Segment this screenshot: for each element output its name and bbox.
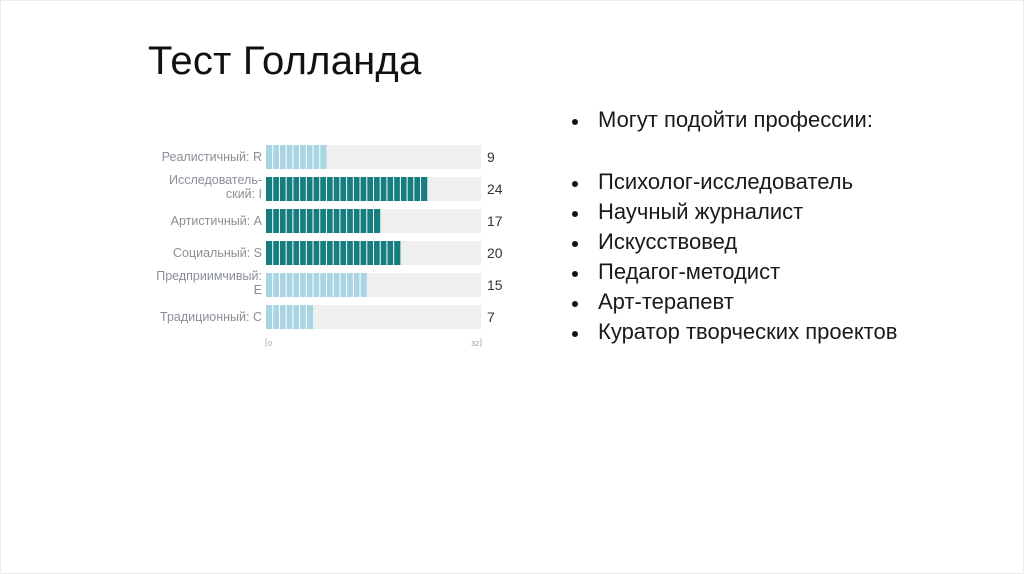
- bar: [266, 145, 327, 169]
- category-label: Артистичный: A: [171, 214, 263, 228]
- bar: [266, 209, 381, 233]
- value-label: 20: [487, 245, 503, 261]
- list-item: Педагог-методист: [567, 257, 897, 287]
- list-lead: Могут подойти профессии:: [567, 105, 897, 135]
- professions-list: Могут подойти профессии: Психолог-исслед…: [567, 105, 897, 347]
- category-label: Исследователь-ский: I: [169, 173, 262, 201]
- tick-label: 0: [268, 341, 272, 348]
- category-label: Традиционный: C: [160, 310, 262, 324]
- value-label: 17: [487, 213, 503, 229]
- tick-label: 32: [471, 341, 479, 348]
- bar: [266, 305, 314, 329]
- list-item: Научный журналист: [567, 197, 897, 227]
- slide-title: Тест Голланда: [148, 39, 422, 83]
- category-label: Реалистичный: R: [162, 150, 262, 164]
- holland-test-chart: Реалистичный: R 9 Исследователь-ский: I 24 А…: [131, 141, 521, 351]
- list-item: Куратор творческих проектов: [567, 317, 897, 347]
- bar: [266, 273, 367, 297]
- category-label: Предприимчивый: E: [156, 269, 262, 297]
- value-label: 9: [487, 149, 495, 165]
- list-item: Арт-терапевт: [567, 287, 897, 317]
- category-label: Социальный: S: [173, 246, 262, 260]
- list-item: Психолог-исследователь: [567, 167, 897, 197]
- value-label: 7: [487, 309, 495, 325]
- value-label: 15: [487, 277, 503, 293]
- value-label: 24: [487, 181, 503, 197]
- chart-svg: Реалистичный: R 9 Исследователь-ский: I 24 А…: [156, 145, 503, 348]
- list-item: Искусствовед: [567, 227, 897, 257]
